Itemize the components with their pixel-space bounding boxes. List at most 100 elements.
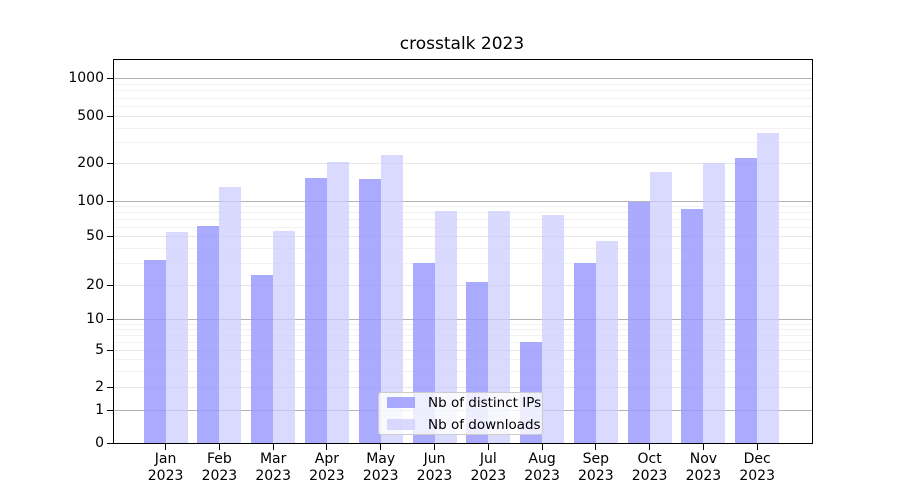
x-axis-label-dec: Dec 2023 (722, 451, 792, 485)
bar-distinct-ips-nov (681, 209, 704, 443)
y-axis-label: 200 (77, 155, 104, 172)
x-axis-tick (756, 444, 758, 450)
x-axis-label-aug: Aug 2023 (507, 451, 577, 485)
y-axis-tick (107, 201, 114, 202)
x-axis-label-month: Aug (528, 451, 556, 467)
x-axis-tick (702, 444, 704, 450)
y-axis-label: 20 (86, 277, 104, 293)
minor-gridline (114, 226, 812, 228)
minor-gridline (114, 97, 812, 99)
x-axis-tick (434, 444, 435, 450)
major-gridline (114, 163, 812, 165)
major-gridline (114, 236, 812, 237)
x-axis-label-year: 2023 (255, 468, 291, 484)
bar-downloads-jul (488, 211, 511, 443)
x-axis-tick (541, 444, 543, 450)
minor-gridline (114, 142, 812, 144)
bar-downloads-jan (165, 232, 188, 443)
y-axis-label: 10 (86, 311, 104, 327)
x-axis-tick (165, 444, 167, 450)
legend-swatch-distinct-ips (387, 397, 415, 408)
minor-gridline (114, 90, 812, 92)
legend-item-downloads: Nb of downloads (387, 417, 542, 433)
x-axis-label-month: Nov (689, 451, 718, 467)
legend: Nb of distinct IPs Nb of downloads (378, 392, 543, 435)
x-axis-tick (595, 444, 597, 450)
x-axis-tick (380, 444, 382, 450)
x-axis-label-year: 2023 (524, 468, 560, 484)
y-axis-label: 1 (95, 402, 104, 418)
minor-gridline (114, 212, 812, 214)
minor-gridline (114, 335, 812, 336)
bar-downloads-sep (595, 240, 618, 443)
bar-distinct-ips-oct (627, 202, 650, 443)
bar-downloads-jun (434, 211, 457, 443)
bar-downloads-nov (703, 163, 726, 443)
x-axis-label-may: May 2023 (346, 451, 416, 485)
bar-downloads-may (380, 155, 403, 443)
x-axis-label-jan: Jan 2023 (131, 451, 201, 485)
x-axis-label-year: 2023 (362, 468, 399, 484)
x-axis-label-month: Oct (637, 451, 662, 467)
y-axis-tick (107, 116, 114, 117)
minor-gridline (114, 106, 812, 108)
y-axis-tick (107, 285, 114, 286)
x-axis-label-sep: Sep 2023 (561, 451, 631, 485)
bar-downloads-oct (649, 171, 672, 443)
x-axis-label-year: 2023 (309, 468, 345, 484)
bar-distinct-ips-feb (197, 225, 220, 443)
x-axis-label-year: 2023 (201, 468, 238, 484)
minor-gridline (114, 341, 812, 343)
x-axis-label-jul: Jul 2023 (453, 451, 523, 485)
bar-downloads-mar (273, 231, 296, 443)
y-axis-label: 2 (95, 378, 104, 395)
x-axis-label-year: 2023 (416, 468, 453, 484)
legend-swatch-downloads (387, 419, 415, 430)
bar-downloads-aug (542, 214, 565, 443)
minor-gridline (114, 218, 812, 220)
x-axis-tick (326, 444, 328, 450)
x-axis-label-nov: Nov 2023 (668, 451, 738, 485)
x-axis-tick (218, 444, 220, 450)
x-axis-label-oct: Oct 2023 (615, 451, 685, 485)
x-axis-label-mar: Mar 2023 (238, 451, 308, 485)
x-axis-label-year: 2023 (739, 468, 775, 484)
bar-distinct-ips-apr (304, 178, 327, 443)
chart-title: crosstalk 2023 (399, 34, 525, 54)
y-axis-label: 50 (86, 228, 104, 244)
x-axis-label-month: Jan (154, 451, 177, 467)
x-axis-label-apr: Apr 2023 (292, 451, 362, 485)
y-axis-tick (107, 410, 114, 411)
x-axis-tick (649, 444, 651, 450)
bar-downloads-apr (326, 161, 349, 443)
major-gridline (114, 350, 812, 351)
minor-gridline (114, 329, 812, 330)
y-axis-tick (107, 387, 114, 388)
bar-distinct-ips-jan (143, 259, 166, 443)
plot-area: Nb of distinct IPs Nb of downloads (113, 59, 813, 444)
y-axis-label: 100 (77, 192, 104, 209)
y-axis-label: 500 (77, 108, 104, 124)
x-axis-label-month: Dec (743, 451, 771, 467)
major-gridline (114, 116, 812, 117)
y-axis-label: 1000 (68, 70, 104, 87)
major-gridline (114, 200, 812, 202)
y-axis-tick (107, 443, 114, 444)
x-axis-label-month: May (366, 451, 396, 467)
bar-distinct-ips-may (358, 179, 381, 443)
bar-downloads-dec (757, 132, 780, 443)
minor-gridline (114, 323, 812, 325)
bar-distinct-ips-mar (251, 275, 274, 443)
minor-gridline (114, 206, 812, 208)
y-axis-label: 0 (95, 434, 104, 451)
bar-distinct-ips-sep (573, 263, 596, 443)
x-axis-label-month: Mar (259, 451, 287, 467)
y-axis-tick (107, 78, 114, 79)
x-axis-label-jun: Jun 2023 (400, 451, 470, 485)
y-axis-tick (107, 350, 114, 351)
legend-item-distinct-ips: Nb of distinct IPs (387, 395, 542, 411)
x-axis-label-month: Jun (423, 451, 446, 467)
x-axis-label-month: Apr (314, 451, 339, 467)
major-gridline (114, 319, 812, 320)
